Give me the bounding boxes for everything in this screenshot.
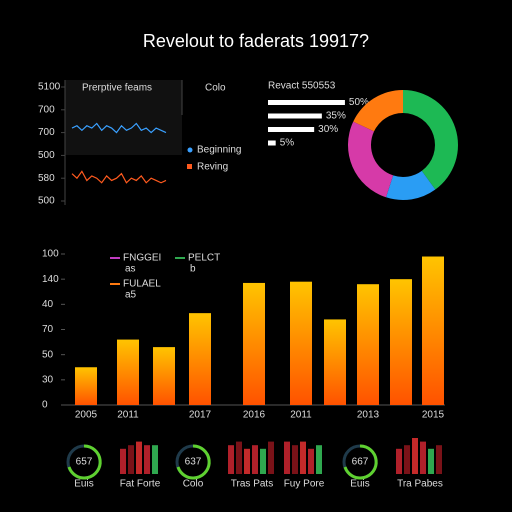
gauge-label: Euis [74,479,93,490]
mini-bar [128,445,134,474]
y-tick-label: 0 [42,400,48,411]
bar [422,256,444,405]
x-tick-label: 2013 [357,410,380,421]
line [71,170,167,184]
legend-sub: b [190,264,196,275]
bar [243,282,265,405]
mini-bar [436,445,442,474]
mini-bar [244,448,250,474]
mini-bar [428,448,434,474]
mini-bar [236,441,242,474]
hbar-title: Revact 550553 [268,81,336,92]
mini-bar [420,441,426,474]
mini-bar [284,441,290,474]
mini-bar [144,445,150,474]
x-tick-label: 2017 [189,410,212,421]
panel-subtitle: Colo [205,83,226,94]
panel [65,80,182,155]
legend-sub: as [125,264,136,275]
y-tick-label: 500 [38,150,55,161]
gauge-label: Euis [350,479,369,490]
value-label: 50% [349,97,369,108]
x-tick-label: 2011 [290,410,312,421]
mini-label: Fuy Pore [284,479,325,490]
panel-title: Prerptive feams [82,83,152,94]
line [71,122,167,134]
bar [153,347,175,405]
legend-swatch [187,164,192,169]
mini-bar [260,448,266,474]
mini-bar [300,441,306,474]
legend-label: FULAEL [123,279,161,290]
donut-slice [403,90,458,190]
y-tick-label: 140 [42,274,59,285]
value-label: 30% [318,124,338,135]
title: Revelout to faderats 19917? [143,31,369,51]
donut-slice [386,170,436,200]
mini-bar [120,448,126,474]
y-tick-label: 100 [42,249,59,260]
y-tick-label: 70 [42,324,54,335]
y-tick-label: 500 [38,196,55,207]
y-tick-label: 40 [42,299,54,310]
hbar [268,140,276,146]
value-label: 35% [326,111,346,122]
donut-slice [353,90,403,132]
legend-label: Beginning [197,145,241,156]
value-label: 5% [280,138,295,149]
mini-bar [316,445,322,474]
x-tick-label: 2015 [422,410,445,421]
mini-label: Fat Forte [120,479,161,490]
bar [75,367,97,405]
x-tick-label: 2011 [117,410,139,421]
y-tick-label: 700 [38,104,55,115]
bar [390,279,412,405]
y-tick-label: 5100 [38,82,61,93]
mini-bar [228,445,234,474]
gauge-value: 657 [76,457,93,468]
mini-bar [396,448,402,474]
bar [290,281,312,405]
gauge-label: Colo [183,479,204,490]
bar [117,339,139,405]
legend-label: PELCT [188,253,220,264]
mini-label: Tras Pats [231,479,273,490]
legend-label: FNGGEI [123,253,161,264]
gauge-arc [343,444,378,480]
donut-slice [347,121,394,198]
mini-bar [152,445,158,474]
legend-label: Reving [197,162,228,173]
bar [357,284,379,405]
legend-sub: a5 [125,290,137,301]
gauge-arc [67,444,102,480]
y-tick-label: 580 [38,173,55,184]
bar [189,313,211,405]
legend-swatch [187,147,193,153]
y-tick-label: 50 [42,349,54,360]
mini-bar [308,448,314,474]
mini-bar [252,445,258,474]
gauge-arc [176,444,211,480]
hbar [268,127,315,132]
gauge-value: 637 [185,457,202,468]
bar [324,319,346,405]
y-tick-label: 30 [42,374,54,385]
y-tick-label: 700 [38,127,55,138]
hbar [268,100,345,105]
mini-bar [404,445,410,474]
mini-label: Tra Pabes [397,479,443,490]
x-tick-label: 2005 [75,410,98,421]
gauge-value: 667 [352,457,369,468]
x-tick-label: 2016 [243,410,266,421]
mini-bar [268,441,274,474]
mini-bar [412,438,418,474]
hbar [268,113,322,119]
mini-bar [136,441,142,474]
mini-bar [292,445,298,474]
